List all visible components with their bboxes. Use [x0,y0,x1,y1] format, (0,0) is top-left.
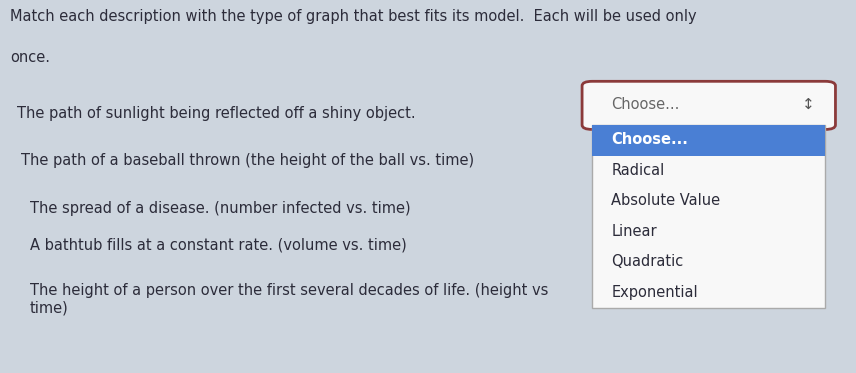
Text: Exponential: Exponential [611,285,698,300]
Text: Match each description with the type of graph that best fits its model.  Each wi: Match each description with the type of … [10,9,697,24]
Text: A bathtub fills at a constant rate. (volume vs. time): A bathtub fills at a constant rate. (vol… [30,238,407,253]
Text: once.: once. [10,50,51,65]
FancyBboxPatch shape [592,125,825,156]
Text: ↕: ↕ [802,97,814,112]
Text: Radical: Radical [611,163,664,178]
Text: The path of sunlight being reflected off a shiny object.: The path of sunlight being reflected off… [17,106,416,121]
FancyBboxPatch shape [592,125,825,308]
Text: Quadratic: Quadratic [611,254,683,269]
Text: Choose...: Choose... [611,97,680,112]
Text: The spread of a disease. (number infected vs. time): The spread of a disease. (number infecte… [30,201,411,216]
FancyBboxPatch shape [582,81,835,129]
Text: Choose...: Choose... [611,132,688,147]
Text: Linear: Linear [611,224,657,239]
Text: The height of a person over the first several decades of life. (height vs
time): The height of a person over the first se… [30,283,549,316]
Text: The path of a baseball thrown (the height of the ball vs. time): The path of a baseball thrown (the heigh… [21,153,474,168]
Text: Absolute Value: Absolute Value [611,193,720,208]
